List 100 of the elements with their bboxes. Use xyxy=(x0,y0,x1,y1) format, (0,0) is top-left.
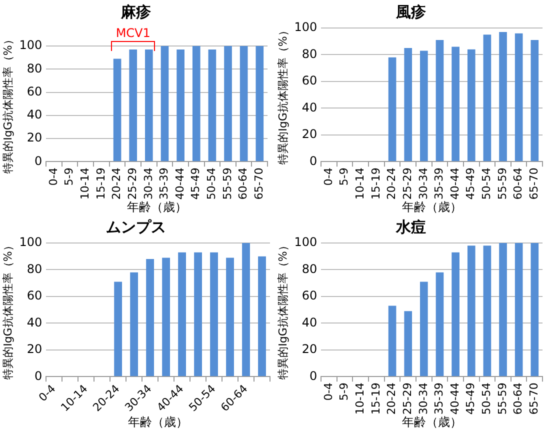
y-tick-label: 60 xyxy=(302,74,318,88)
x-tick-label: 30-34 xyxy=(416,382,430,415)
x-tick-label: 55-59 xyxy=(496,168,509,200)
x-tick-label: 15-19 xyxy=(369,382,382,415)
y-tick-label: 40 xyxy=(302,100,318,114)
bar xyxy=(530,40,539,162)
x-tick-label: 65-70 xyxy=(252,168,266,200)
bar xyxy=(388,57,396,162)
bar xyxy=(483,34,492,162)
y-tick-label: 60 xyxy=(26,288,42,303)
bar xyxy=(420,50,428,162)
x-axis-title: 年齢（歳） xyxy=(402,414,462,429)
x-tick-label: 0-4 xyxy=(36,382,58,404)
x-tick-label: 10-14 xyxy=(354,168,367,200)
y-axis-title: 特異的IgG抗体陽性率（%） xyxy=(1,240,14,380)
y-tick-label: 80 xyxy=(26,61,42,76)
x-axis-title: 年齢（歳） xyxy=(402,200,462,214)
y-tick-label: 20 xyxy=(26,130,42,145)
chart-title: 麻疹 xyxy=(120,2,152,21)
x-tick-label: 50-54 xyxy=(205,168,218,200)
y-tick-label: 0 xyxy=(309,368,318,383)
bar xyxy=(208,49,216,162)
x-tick-label: 65-70 xyxy=(528,382,541,415)
x-tick-label: 40-44 xyxy=(448,168,462,200)
x-tick-label: 40-44 xyxy=(448,382,462,415)
x-tick-label: 20-24 xyxy=(385,382,398,415)
x-tick-label: 10-14 xyxy=(354,382,367,415)
x-tick-label: 10-14 xyxy=(78,168,92,200)
y-tick-label: 100 xyxy=(294,235,318,250)
y-tick-label: 20 xyxy=(26,342,42,356)
y-tick-label: 40 xyxy=(26,315,42,330)
x-tick-label: 55-59 xyxy=(496,382,509,415)
y-axis-title: 特異的IgG抗体陽性率（%） xyxy=(276,240,290,380)
bar xyxy=(178,252,186,376)
y-tick-label: 80 xyxy=(302,46,318,61)
x-axis-title: 年齢（歳） xyxy=(126,200,187,214)
y-tick-label: 100 xyxy=(19,38,42,52)
bar xyxy=(258,256,266,376)
bar xyxy=(530,243,539,376)
bar xyxy=(499,32,507,162)
bar xyxy=(240,46,248,162)
bar xyxy=(176,49,184,162)
x-tick-label: 50-54 xyxy=(480,382,494,415)
bar xyxy=(514,243,523,376)
chart-title: 水痘 xyxy=(395,218,426,236)
y-axis-title: 特異的IgG抗体陽性率（%） xyxy=(276,25,290,164)
x-tick-label: 20-24 xyxy=(110,168,124,200)
bar xyxy=(499,243,507,376)
x-tick-label: 25-29 xyxy=(126,168,139,200)
x-tick-label: 30-34 xyxy=(416,168,430,200)
bar xyxy=(467,246,476,376)
y-tick-label: 20 xyxy=(302,342,318,356)
y-tick-label: 60 xyxy=(26,84,42,98)
bar xyxy=(210,252,218,376)
bar xyxy=(436,40,444,162)
x-tick-label: 35-39 xyxy=(432,382,446,415)
bar xyxy=(404,48,412,162)
x-tick-label: 0-4 xyxy=(46,168,60,186)
x-tick-label: 50-54 xyxy=(480,168,494,200)
x-tick-label: 0-4 xyxy=(322,168,335,186)
bar xyxy=(420,282,428,376)
x-tick-label: 35-39 xyxy=(158,168,171,200)
x-tick-label: 60-64 xyxy=(512,168,525,200)
bar xyxy=(436,272,444,376)
y-tick-label: 40 xyxy=(26,108,42,122)
chart-title: ムンプス xyxy=(106,218,166,236)
y-tick-label: 40 xyxy=(302,315,318,330)
y-tick-label: 60 xyxy=(302,288,318,303)
bar xyxy=(194,252,202,376)
y-tick-label: 20 xyxy=(302,127,318,142)
bar xyxy=(145,49,153,162)
x-tick-label: 45-49 xyxy=(464,168,478,200)
x-tick-label: 60-64 xyxy=(236,168,250,200)
y-axis-title: 特異的IgG抗体陽性率（%） xyxy=(1,34,14,174)
x-tick-label: 5-9 xyxy=(338,168,351,186)
y-tick-label: 0 xyxy=(34,154,42,168)
bar xyxy=(114,282,122,376)
bar xyxy=(388,306,396,376)
bar xyxy=(224,46,232,162)
bar xyxy=(483,246,492,376)
x-tick-label: 30-34 xyxy=(142,168,155,200)
bar xyxy=(242,243,250,376)
x-tick-label: 45-49 xyxy=(189,168,202,200)
x-tick-label: 5-9 xyxy=(338,382,351,401)
bar xyxy=(452,252,460,376)
x-tick-label: 25-29 xyxy=(400,168,414,200)
bar xyxy=(146,259,154,376)
bar xyxy=(452,46,460,162)
y-tick-label: 80 xyxy=(302,262,318,276)
y-tick-label: 80 xyxy=(26,262,42,276)
chart-title: 風疹 xyxy=(395,2,427,21)
x-tick-label: 60-64 xyxy=(512,382,525,415)
bar xyxy=(162,258,170,376)
x-tick-label: 55-59 xyxy=(220,168,234,200)
x-tick-label: 0-4 xyxy=(322,382,335,401)
bar xyxy=(404,311,412,376)
y-tick-label: 100 xyxy=(19,235,42,250)
bar xyxy=(514,33,523,162)
x-tick-label: 45-49 xyxy=(464,382,478,415)
y-tick-label: 0 xyxy=(34,368,42,383)
